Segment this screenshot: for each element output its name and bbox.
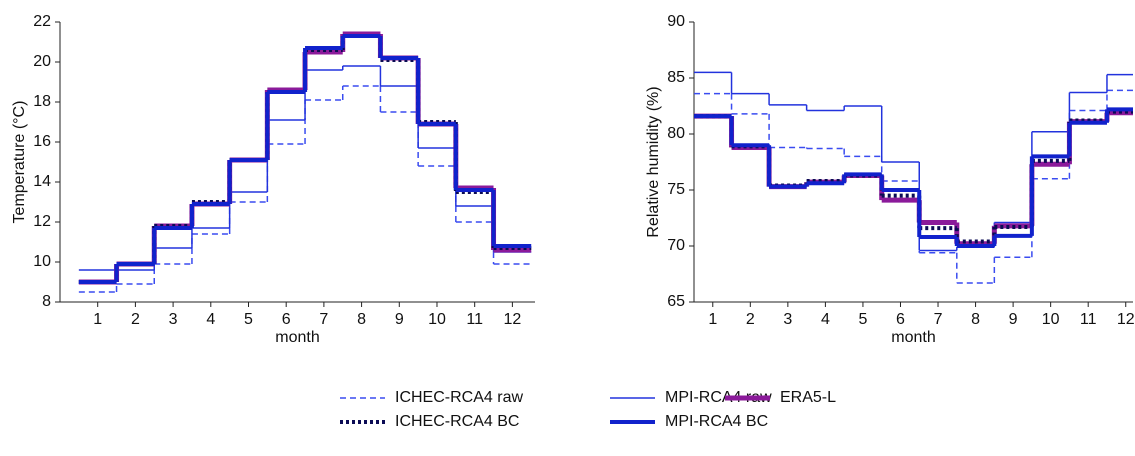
legend-label: ERA5-L <box>780 389 836 406</box>
y-axis-label: Temperature (°C) <box>11 101 28 224</box>
y-tick-label: 16 <box>33 133 51 150</box>
x-tick-label: 12 <box>1117 311 1135 328</box>
x-tick-label: 1 <box>93 311 102 328</box>
y-tick-label: 90 <box>667 13 685 30</box>
y-tick-label: 70 <box>667 237 685 254</box>
y-axis-label: Relative humidity (%) <box>645 86 662 237</box>
x-tick-label: 11 <box>466 311 483 328</box>
y-tick-label: 85 <box>667 69 685 86</box>
x-tick-label: 6 <box>282 311 291 328</box>
legend-label: MPI-RCA4 raw <box>665 389 772 406</box>
x-tick-label: 4 <box>206 311 215 328</box>
x-tick-label: 10 <box>1042 311 1060 328</box>
x-tick-label: 4 <box>821 311 830 328</box>
y-tick-label: 12 <box>33 213 51 230</box>
x-tick-label: 7 <box>934 311 943 328</box>
y-tick-label: 75 <box>667 181 685 198</box>
x-tick-label: 9 <box>395 311 404 328</box>
y-tick-label: 80 <box>667 125 685 142</box>
x-tick-label: 6 <box>896 311 905 328</box>
x-tick-label: 5 <box>244 311 253 328</box>
x-tick-label: 8 <box>357 311 366 328</box>
x-tick-label: 12 <box>503 311 521 328</box>
x-tick-label: 7 <box>319 311 328 328</box>
y-tick-label: 20 <box>33 53 51 70</box>
x-tick-label: 11 <box>1080 311 1097 328</box>
x-tick-label: 5 <box>858 311 867 328</box>
x-axis-label: month <box>891 329 935 346</box>
y-tick-label: 10 <box>33 253 51 270</box>
x-tick-label: 3 <box>783 311 792 328</box>
x-tick-label: 9 <box>1009 311 1018 328</box>
x-tick-label: 10 <box>428 311 446 328</box>
y-tick-label: 18 <box>33 93 51 110</box>
x-axis-label: month <box>275 329 319 346</box>
x-tick-label: 3 <box>169 311 178 328</box>
x-tick-label: 8 <box>971 311 980 328</box>
legend-label: ICHEC-RCA4 raw <box>395 389 523 406</box>
legend-label: ICHEC-RCA4 BC <box>395 413 519 430</box>
x-tick-label: 1 <box>708 311 717 328</box>
x-tick-label: 2 <box>746 311 755 328</box>
x-tick-label: 2 <box>131 311 140 328</box>
y-tick-label: 22 <box>33 13 51 30</box>
y-tick-label: 14 <box>33 173 51 190</box>
y-tick-label: 8 <box>42 293 51 310</box>
legend-label: MPI-RCA4 BC <box>665 413 768 430</box>
y-tick-label: 65 <box>667 293 685 310</box>
